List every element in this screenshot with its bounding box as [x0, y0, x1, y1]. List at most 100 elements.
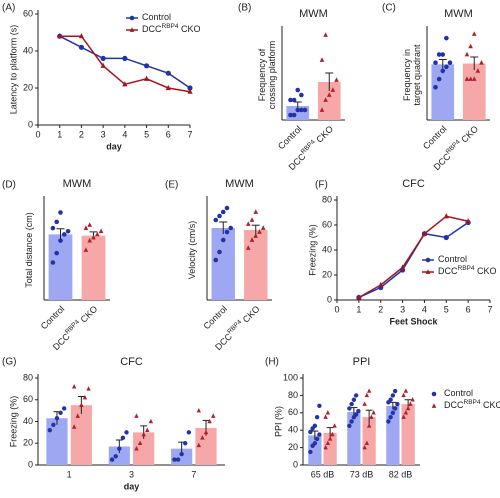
data-point [401, 414, 406, 419]
legend-label: DCCRBP4 CKO [444, 399, 500, 410]
data-point [436, 76, 442, 82]
legend-label: DCCRBP4 CKO [438, 265, 497, 276]
x-tick-label: 3 [400, 304, 405, 314]
data-point [366, 423, 372, 428]
data-point [388, 397, 393, 402]
data-point [54, 219, 59, 225]
data-point [148, 418, 154, 424]
data-point [122, 55, 128, 62]
x-tick-label: 1 [356, 304, 361, 314]
data-point [196, 407, 202, 413]
chart-title: MWM [225, 178, 254, 190]
y-tick-label: 40 [23, 45, 33, 55]
data-point [351, 397, 357, 402]
data-point [91, 234, 96, 240]
legend-label: Control [444, 388, 473, 398]
y-tick-label: 20 [23, 438, 33, 448]
y-tick-label: 20 [23, 82, 33, 92]
bar [46, 418, 68, 465]
data-point [220, 209, 226, 215]
data-point [249, 237, 255, 242]
data-point [403, 410, 409, 415]
data-point [395, 401, 400, 407]
data-point [471, 76, 477, 81]
x-tick-label: 1 [67, 469, 72, 479]
legend-label-part: Control [438, 254, 467, 264]
data-point [353, 412, 359, 417]
x-tick-label: 2 [378, 304, 383, 314]
y-axis-label-part: Velocity (cm/s) [187, 221, 197, 280]
y-tick-label: 0 [28, 119, 33, 129]
data-point [260, 225, 266, 230]
x-tick-label: 0 [334, 304, 339, 314]
legend-label-part: Control [142, 12, 171, 22]
data-point [145, 427, 150, 432]
x-tick-label: Control [202, 304, 230, 332]
data-point [83, 247, 89, 252]
y-tick-label: 40 [322, 244, 332, 254]
data-point [109, 457, 115, 462]
legend-label-part: RBP4 [458, 265, 475, 272]
y-axis-label: PPI (%) [273, 406, 283, 437]
legend-label-part: CKO [480, 400, 500, 410]
y-axis-label-part: crossing platform [268, 41, 278, 110]
data-point [249, 217, 255, 222]
data-point [165, 84, 171, 91]
data-point [319, 107, 325, 112]
x-tick-label: 6 [466, 304, 471, 314]
data-point [291, 112, 297, 118]
data-point [47, 428, 52, 433]
data-point [349, 419, 354, 424]
data-point [299, 92, 304, 98]
y-axis-label: Freezing (%) [307, 224, 317, 276]
data-point [175, 457, 181, 462]
data-point [134, 446, 139, 451]
bar [48, 234, 73, 300]
data-point [220, 237, 226, 243]
data-point [291, 97, 297, 103]
data-point [366, 388, 372, 393]
data-point [113, 454, 118, 459]
data-point [323, 32, 328, 37]
panel-label: (F) [315, 180, 328, 191]
data-point [71, 424, 77, 429]
legend-label-part: RBP4 [162, 23, 179, 30]
data-point [399, 264, 406, 270]
data-point [347, 406, 352, 411]
x-tick-label: 6 [166, 129, 171, 139]
bar [195, 428, 217, 465]
data-point [83, 225, 89, 230]
legend-label: Control [438, 254, 467, 264]
data-point [408, 401, 413, 406]
x-tick-label: Control [276, 124, 304, 152]
data-point [165, 70, 171, 76]
chart-title: CFC [120, 356, 143, 368]
data-point [330, 431, 335, 437]
y-tick-label: 0 [327, 294, 332, 304]
data-point [401, 392, 406, 398]
chart-title: PPI [353, 356, 371, 368]
data-point [82, 394, 88, 400]
data-point [440, 68, 446, 74]
y-axis-label-part: Frequency in [402, 49, 412, 101]
data-point [314, 414, 320, 420]
legend-label-part: DCC [142, 24, 162, 34]
y-axis-label: Frequency intarget quadrant [402, 44, 422, 106]
data-point [403, 388, 409, 393]
x-tick-label: 4 [122, 129, 127, 139]
x-tick-label: 7 [187, 129, 192, 139]
data-point [356, 294, 362, 300]
data-point [464, 76, 470, 81]
data-point [288, 112, 293, 118]
bar [401, 404, 415, 465]
data-point [183, 441, 188, 446]
x-tick-label-part: CKO [313, 124, 336, 147]
chart-title: MWM [63, 178, 92, 190]
data-point [187, 85, 193, 91]
panel-label: (H) [265, 357, 279, 368]
x-axis-label: day [124, 481, 140, 491]
x-tick-label: 5 [444, 304, 449, 314]
data-point [100, 55, 106, 62]
y-tick-label: 80 [288, 390, 298, 400]
legend-label-part: DCC [438, 266, 458, 276]
